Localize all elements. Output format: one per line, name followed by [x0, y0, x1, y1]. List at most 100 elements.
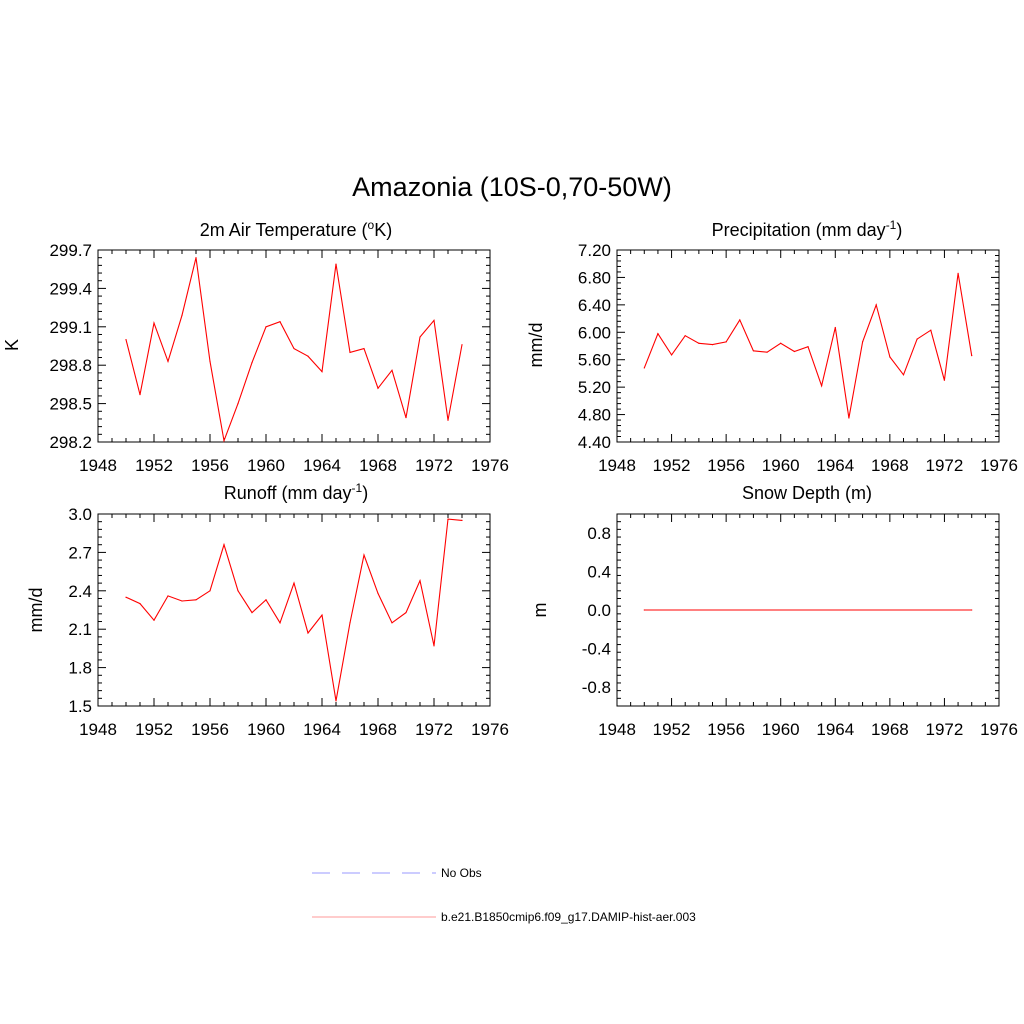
y-tick-label: -0.8 [582, 678, 611, 697]
panel-precipitation: Precipitation (mm day-1) mm/d 1948 1952 19… [526, 218, 1018, 475]
data-point [433, 319, 435, 321]
x-tick-label: 1960 [247, 456, 285, 475]
x-tick-label: 1976 [471, 720, 509, 739]
data-point [167, 360, 169, 362]
x-tick-label: 1956 [191, 720, 229, 739]
data-point [251, 362, 253, 364]
data-point [195, 257, 197, 259]
data-point [391, 622, 393, 624]
panel-title: Precipitation (mm day-1) [712, 218, 903, 240]
series-line [125, 257, 463, 443]
data-point [943, 379, 946, 381]
y-tick-label: 298.2 [49, 433, 92, 452]
data-point [279, 321, 281, 323]
data-point [377, 592, 379, 594]
data-point [807, 346, 809, 348]
panel-title: 2m Air Temperature (oK) [200, 218, 392, 240]
x-tick-label: 1972 [926, 720, 964, 739]
data-point [223, 544, 225, 546]
data-point [125, 596, 127, 598]
data-point [780, 342, 782, 344]
plot-frame [616, 249, 1000, 443]
y-tick-label: 299.1 [49, 318, 92, 337]
y-tick-label: 0.4 [587, 563, 611, 582]
plot-frame [97, 513, 491, 707]
panel-air-temperature: 2m Air Temperature (oK) K 1948 1952 1956 19… [2, 218, 509, 475]
data-point [265, 599, 267, 601]
data-point [237, 590, 239, 592]
data-point [405, 417, 407, 419]
data-point [419, 336, 421, 338]
x-tick-label: 1960 [247, 720, 285, 739]
data-point [670, 354, 673, 356]
y-tick-label: 299.7 [49, 241, 92, 260]
data-point [821, 385, 823, 387]
x-tick-label: 1972 [926, 456, 964, 475]
data-point [153, 619, 155, 621]
y-tick-label: 298.5 [49, 395, 92, 414]
x-tick-label: 1948 [598, 720, 636, 739]
data-point [861, 341, 864, 343]
data-point [139, 603, 141, 605]
data-point [237, 403, 239, 405]
y-tick-label: 4.40 [578, 433, 611, 452]
y-tick-label: 3.0 [68, 505, 92, 524]
y-tick-label: 7.20 [578, 241, 611, 260]
panel-title: Snow Depth (m) [742, 483, 872, 503]
data-point [223, 440, 225, 442]
x-tick-label: 1964 [816, 456, 854, 475]
data-point [139, 394, 141, 396]
data-point [181, 600, 183, 602]
y-tick-label: 2.1 [68, 620, 92, 639]
legend: No Obs b.e21.B1850cmip6.f09_g17.DAMIP-hi… [312, 866, 696, 924]
data-point [363, 554, 365, 556]
data-point [349, 351, 351, 353]
data-point [335, 263, 337, 265]
data-point [461, 519, 463, 522]
data-point [419, 579, 421, 582]
x-tick-label: 1976 [471, 456, 509, 475]
y-tick-label: 2.4 [68, 582, 92, 601]
data-point [766, 351, 768, 353]
data-point [643, 609, 645, 611]
y-tick-label: -0.4 [582, 639, 611, 658]
data-point [321, 614, 323, 616]
x-tick-label: 1976 [980, 456, 1018, 475]
data-point [698, 342, 700, 344]
data-point [265, 326, 267, 328]
y-tick-label: 6.40 [578, 296, 611, 315]
y-tick-label: 298.8 [49, 356, 92, 375]
panel-title: Runoff (mm day-1) [224, 481, 368, 503]
legend-label-no-obs: No Obs [441, 866, 482, 880]
data-point [279, 622, 281, 624]
data-point [793, 350, 795, 353]
y-axis-label: mm/d [526, 323, 546, 368]
data-point [916, 338, 918, 340]
legend-label-model: b.e21.B1850cmip6.f09_g17.DAMIP-hist-aer.… [441, 910, 696, 924]
data-point [930, 329, 932, 331]
x-tick-label: 1972 [415, 720, 453, 739]
data-point [293, 582, 295, 584]
data-point [848, 417, 850, 419]
y-tick-label: 5.20 [578, 378, 611, 397]
x-tick-label: 1964 [816, 720, 854, 739]
data-point [752, 350, 755, 352]
data-point [335, 700, 337, 702]
data-point [293, 347, 295, 350]
y-tick-label: 5.60 [578, 351, 611, 370]
data-point [902, 374, 905, 376]
data-point [725, 341, 727, 343]
data-point [834, 326, 836, 329]
data-point [377, 387, 379, 389]
data-point [195, 599, 197, 601]
data-point [739, 319, 741, 321]
data-point [251, 611, 253, 614]
x-tick-label: 1952 [135, 720, 173, 739]
series-line [125, 518, 463, 701]
data-point [889, 356, 891, 358]
y-tick-label: 1.5 [68, 697, 92, 716]
x-tick-label: 1948 [79, 456, 117, 475]
data-point [209, 360, 211, 362]
data-point [209, 590, 211, 592]
